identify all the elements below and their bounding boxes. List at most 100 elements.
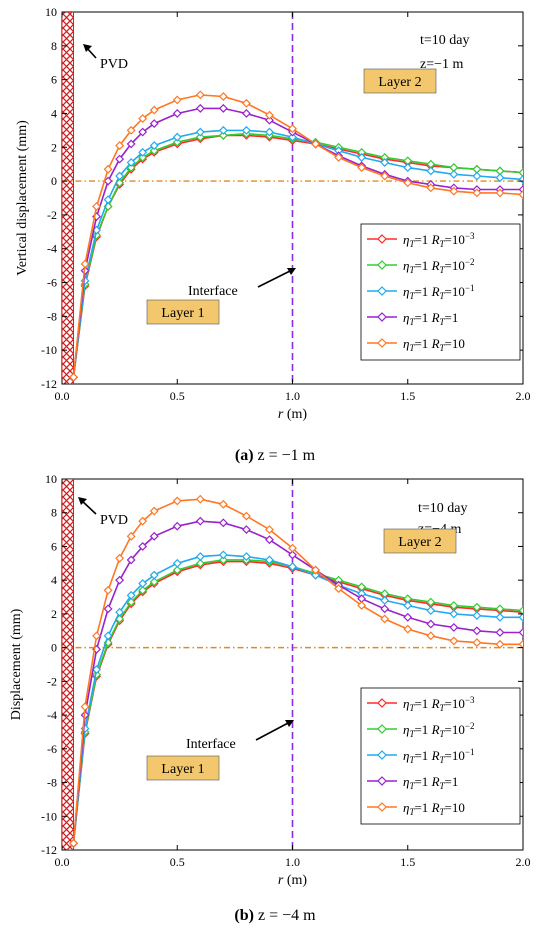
layer-1-label-box bbox=[146, 755, 220, 781]
data-point bbox=[495, 612, 505, 622]
interface-arrow bbox=[255, 721, 291, 741]
data-point bbox=[195, 552, 205, 562]
x-axis-title-unit: (m) bbox=[283, 873, 307, 888]
data-point bbox=[80, 702, 90, 712]
data-point bbox=[138, 585, 148, 595]
data-point bbox=[149, 105, 159, 115]
legend-r-sub: T bbox=[440, 265, 446, 275]
legend-entry-label: ηT=1 RT=10 bbox=[403, 800, 465, 817]
legend-r-sub: T bbox=[440, 291, 446, 301]
y-tick-label: 0 bbox=[51, 174, 57, 188]
data-point bbox=[403, 178, 413, 188]
data-point bbox=[241, 525, 251, 535]
data-point bbox=[172, 109, 182, 118]
legend-eta: η bbox=[403, 258, 409, 273]
data-point bbox=[472, 638, 482, 648]
y-tick-label: 8 bbox=[51, 506, 57, 520]
legend-swatch-marker bbox=[377, 234, 387, 244]
data-point bbox=[472, 171, 482, 181]
y-tick-label: -6 bbox=[47, 276, 57, 290]
legend-entry-label: ηT=1 RT=10−3 bbox=[403, 231, 475, 249]
data-point bbox=[218, 550, 228, 560]
caption-letter: (a) bbox=[235, 447, 254, 464]
data-point bbox=[311, 570, 320, 580]
interface-arrow-head bbox=[285, 720, 294, 727]
data-point bbox=[472, 602, 482, 612]
data-point bbox=[195, 132, 205, 142]
data-point bbox=[311, 565, 320, 575]
data-point bbox=[115, 607, 125, 617]
y-tick-label: 8 bbox=[51, 39, 57, 53]
data-point bbox=[265, 555, 274, 565]
data-point bbox=[265, 127, 274, 137]
data-point bbox=[426, 597, 436, 607]
legend-r-val: =1 bbox=[445, 774, 459, 789]
legend-eta: η bbox=[403, 748, 409, 763]
legend-box bbox=[360, 687, 521, 825]
data-point bbox=[115, 154, 125, 164]
legend-r-val: =10 bbox=[445, 748, 465, 763]
data-point bbox=[126, 597, 136, 607]
data-point bbox=[380, 604, 390, 614]
interface-label: Interface bbox=[188, 284, 238, 299]
legend-entry-label: ηT=1 RT=10 bbox=[403, 336, 465, 353]
legend-eta-sub: T bbox=[409, 703, 415, 713]
data-point bbox=[115, 171, 125, 181]
legend-entry-label: ηT=1 RT=10−3 bbox=[403, 695, 475, 713]
data-point bbox=[103, 195, 113, 205]
legend-swatch-marker bbox=[377, 802, 387, 812]
legend-r-sup: −1 bbox=[465, 747, 475, 757]
data-point bbox=[138, 147, 148, 157]
x-axis-title-unit: (m) bbox=[283, 407, 307, 422]
legend-eta-sub: T bbox=[409, 291, 415, 301]
series-line bbox=[72, 498, 523, 844]
data-point bbox=[103, 164, 113, 174]
data-point bbox=[195, 494, 205, 504]
data-point bbox=[138, 579, 148, 589]
data-point bbox=[115, 575, 125, 585]
panel-caption: (a) z = −1 m bbox=[235, 447, 316, 464]
pvd-label: PVD bbox=[100, 513, 128, 528]
y-tick-label: -4 bbox=[47, 242, 57, 256]
x-tick-label: 1.5 bbox=[400, 389, 415, 403]
layer-1-label: Layer 1 bbox=[161, 762, 204, 777]
data-point bbox=[380, 158, 390, 167]
data-point bbox=[380, 595, 390, 605]
data-point bbox=[218, 130, 228, 140]
y-tick-label: -2 bbox=[47, 674, 57, 688]
data-point bbox=[69, 838, 78, 848]
legend-eta-sub: T bbox=[409, 239, 415, 249]
series-4 bbox=[69, 516, 523, 848]
series-3 bbox=[69, 550, 523, 848]
x-tick-label: 0.5 bbox=[170, 855, 185, 869]
legend-eta: η bbox=[403, 774, 409, 789]
legend-r: R bbox=[431, 774, 440, 789]
legend-r-val: =1 bbox=[445, 310, 459, 325]
layer-2-label-box bbox=[363, 68, 437, 94]
legend-r-sup: −3 bbox=[465, 695, 475, 705]
legend-r-sup: −2 bbox=[465, 257, 475, 267]
pvd-arrow-head bbox=[78, 497, 87, 505]
legend-swatch-marker bbox=[377, 724, 387, 734]
data-point bbox=[149, 146, 159, 156]
data-point bbox=[449, 601, 459, 610]
data-point bbox=[518, 628, 523, 637]
data-point bbox=[334, 152, 344, 162]
data-point bbox=[449, 609, 459, 619]
data-point bbox=[495, 188, 505, 198]
data-point bbox=[103, 176, 113, 186]
y-tick-label: 4 bbox=[51, 573, 57, 587]
legend-r-sup: −3 bbox=[465, 231, 475, 241]
legend-swatch-marker bbox=[377, 260, 387, 270]
legend-r-sub: T bbox=[440, 729, 446, 739]
data-point bbox=[218, 92, 228, 101]
time-annotation: t=10 day bbox=[420, 33, 470, 48]
data-point bbox=[138, 542, 148, 551]
interface-arrow bbox=[257, 269, 293, 288]
y-tick-label: 6 bbox=[51, 539, 57, 553]
legend-r: R bbox=[431, 748, 440, 763]
data-point bbox=[172, 132, 182, 142]
data-point bbox=[403, 624, 413, 634]
legend-eta-val: =1 bbox=[414, 232, 431, 247]
